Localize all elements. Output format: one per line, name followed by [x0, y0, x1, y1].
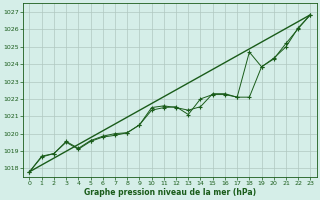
X-axis label: Graphe pression niveau de la mer (hPa): Graphe pression niveau de la mer (hPa)	[84, 188, 256, 197]
